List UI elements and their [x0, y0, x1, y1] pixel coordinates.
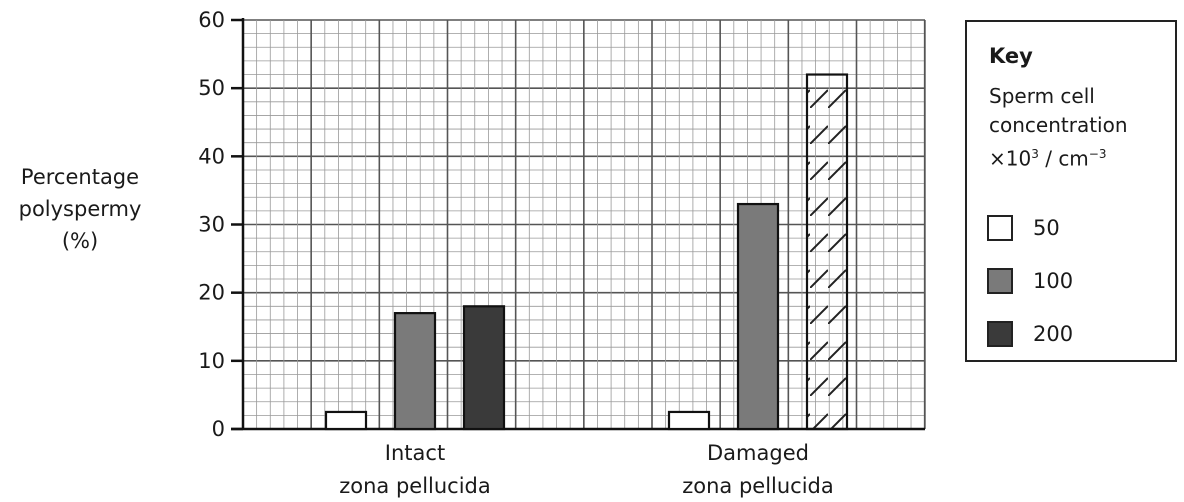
y-tick-label: 40	[198, 144, 225, 168]
y-axis-label: polyspermy	[19, 197, 142, 221]
chart-labels: 0 10 20 30 40 50 60 Percentage polyspermy (%) Inta…	[19, 8, 834, 498]
legend-label-100: 100	[1033, 269, 1074, 293]
y-tick-label: 0	[212, 417, 225, 441]
y-tick-label: 60	[198, 8, 225, 32]
y-tick-label: 20	[198, 281, 225, 305]
legend-item-100: 100	[987, 268, 1073, 294]
legend-title: Key	[989, 44, 1033, 68]
x-category-label: Intact	[385, 441, 445, 465]
y-tick-label: 30	[198, 213, 225, 237]
legend-item-200: 200	[987, 321, 1073, 347]
legend-desc-line2: concentration	[989, 113, 1128, 137]
legend-item-50: 50	[987, 215, 1060, 241]
legend-description: Sperm cell concentration ×103 / cm−3	[989, 82, 1175, 174]
chart-bars	[324, 73, 849, 431]
bar-100-damaged	[736, 202, 780, 431]
bar-50-intact	[324, 410, 368, 431]
bar-200-damaged	[805, 73, 849, 431]
x-category-label: Damaged	[707, 441, 809, 465]
legend-swatch-100	[987, 268, 1013, 294]
y-axis-label: (%)	[62, 229, 98, 253]
legend: Key Sperm cell concentration ×103 / cm−3…	[965, 20, 1177, 362]
legend-label-50: 50	[1033, 216, 1060, 240]
legend-desc-line1: Sperm cell	[989, 84, 1095, 108]
bar-50-damaged	[667, 410, 711, 431]
y-tick-label: 10	[198, 349, 225, 373]
y-axis-label: Percentage	[21, 165, 139, 189]
bar-200-intact	[462, 305, 506, 431]
legend-label-200: 200	[1033, 322, 1074, 346]
legend-swatch-200	[987, 321, 1013, 347]
bar-chart: 0 10 20 30 40 50 60 Percentage polyspermy (%) Inta…	[19, 8, 926, 498]
bar-100-intact	[393, 312, 437, 431]
x-category-label: zona pellucida	[339, 474, 491, 498]
legend-desc-line3: ×103 / cm−3	[989, 146, 1107, 171]
legend-swatch-50	[987, 215, 1013, 241]
y-tick-label: 50	[198, 76, 225, 100]
x-category-label: zona pellucida	[682, 474, 834, 498]
